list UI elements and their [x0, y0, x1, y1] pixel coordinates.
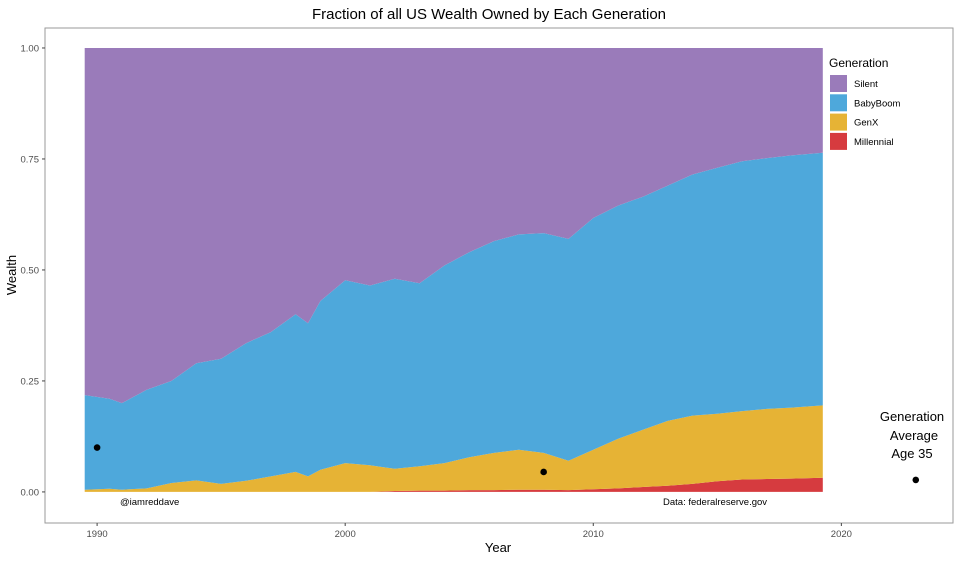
legend-label-millennial: Millennial [854, 137, 894, 148]
legend-label-genx: GenX [854, 118, 879, 129]
point-label-line-2: Average [890, 428, 938, 443]
x-tick-label: 2010 [583, 529, 604, 540]
x-tick-label: 2020 [831, 529, 852, 540]
legend-label-silent: Silent [854, 79, 878, 90]
legend-title: Generation [829, 56, 888, 70]
y-axis-label: Wealth [4, 255, 19, 295]
annotation-point [93, 444, 101, 451]
x-axis: 1990 2000 2010 2020 [87, 523, 852, 540]
legend-label-babyboom: BabyBoom [854, 98, 901, 109]
point-label-line-1: Generation [880, 409, 944, 424]
x-tick-label: 2000 [335, 529, 356, 540]
y-tick-label: 0.25 [21, 376, 40, 387]
x-axis-label: Year [485, 540, 512, 555]
legend-swatch-babyboom [830, 94, 847, 112]
y-axis: 0.00 0.25 0.50 0.75 1.00 [21, 43, 45, 498]
legend-swatch-genx [830, 113, 847, 131]
legend-swatch-millennial [830, 132, 847, 150]
y-tick-label: 0.00 [21, 487, 40, 498]
x-tick-label: 1990 [87, 529, 108, 540]
legend: Generation Silent BabyBoom GenX Millennial [829, 56, 901, 150]
y-tick-label: 0.50 [21, 265, 40, 276]
area-millennial [84, 477, 823, 492]
area-layers [84, 48, 823, 492]
source-annotation: Data: federalreserve.gov [663, 497, 767, 508]
chart-title: Fraction of all US Wealth Owned by Each … [312, 6, 666, 23]
y-tick-label: 0.75 [21, 154, 40, 165]
credit-annotation: @iamreddave [120, 497, 179, 508]
annotation-point [912, 476, 920, 484]
area-silent [84, 48, 823, 404]
point-label-line-3: Age 35 [891, 446, 932, 461]
y-tick-label: 1.00 [21, 43, 40, 54]
area-babyboom [84, 152, 823, 490]
panel-border [44, 27, 954, 524]
legend-swatch-silent [830, 75, 847, 92]
point-layer [93, 444, 920, 484]
area-genx [84, 405, 823, 492]
annotation-point [540, 468, 547, 476]
